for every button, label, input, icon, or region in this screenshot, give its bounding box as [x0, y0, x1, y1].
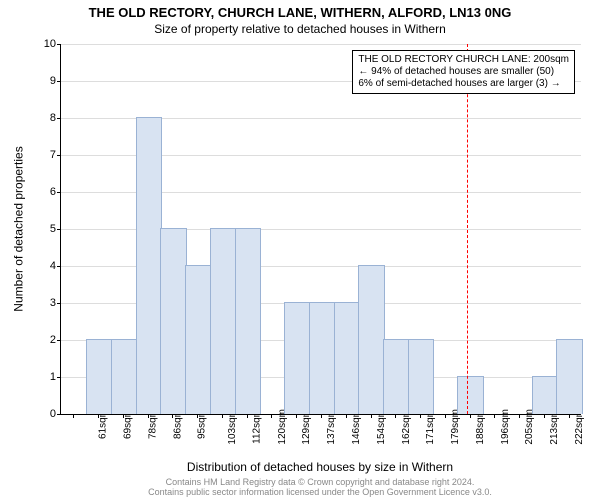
x-tick-mark — [148, 414, 149, 418]
x-tick-mark — [197, 414, 198, 418]
x-tick-label: 120sqm — [277, 409, 288, 445]
x-tick-mark — [494, 414, 495, 418]
x-tick-label: 179sqm — [450, 409, 461, 445]
y-tick-mark — [57, 44, 61, 45]
y-tick-mark — [57, 81, 61, 82]
x-tick-mark — [470, 414, 471, 418]
histogram-bar — [532, 376, 558, 414]
plot-area: 01234567891061sqm69sqm78sqm86sqm95sqm103… — [60, 44, 581, 415]
y-tick-mark — [57, 377, 61, 378]
x-tick-mark — [73, 414, 74, 418]
x-tick-label: 146sqm — [351, 409, 362, 445]
y-tick-mark — [57, 266, 61, 267]
y-tick-label: 0 — [36, 408, 56, 420]
y-tick-label: 7 — [36, 149, 56, 161]
y-tick-label: 1 — [36, 371, 56, 383]
info-box-line: ← 94% of detached houses are smaller (50… — [358, 66, 569, 78]
x-tick-label: 129sqm — [302, 409, 313, 445]
x-tick-mark — [222, 414, 223, 418]
x-tick-label: 112sqm — [251, 409, 262, 444]
x-tick-mark — [296, 414, 297, 418]
x-tick-mark — [98, 414, 99, 418]
histogram-bar — [408, 339, 434, 414]
histogram-bar — [358, 265, 384, 414]
y-tick-label: 9 — [36, 75, 56, 87]
histogram-bar — [210, 228, 236, 414]
histogram-bar — [334, 302, 360, 414]
histogram-bar — [383, 339, 409, 414]
x-tick-label: 162sqm — [401, 409, 412, 445]
y-tick-mark — [57, 192, 61, 193]
info-box-line: THE OLD RECTORY CHURCH LANE: 200sqm — [358, 54, 569, 66]
x-axis-label: Distribution of detached houses by size … — [60, 460, 580, 474]
property-marker-line — [467, 44, 468, 414]
x-tick-mark — [321, 414, 322, 418]
chart-title-main: THE OLD RECTORY, CHURCH LANE, WITHERN, A… — [0, 5, 600, 20]
histogram-bar — [457, 376, 483, 414]
histogram-bar — [160, 228, 186, 414]
histogram-bar — [86, 339, 112, 414]
histogram-bar — [556, 339, 582, 414]
y-tick-mark — [57, 118, 61, 119]
footnote-line-1: Contains HM Land Registry data © Crown c… — [166, 477, 475, 487]
y-tick-mark — [57, 303, 61, 304]
x-tick-mark — [371, 414, 372, 418]
footnote-line-2: Contains public sector information licen… — [148, 487, 492, 497]
y-tick-label: 3 — [36, 297, 56, 309]
y-tick-mark — [57, 155, 61, 156]
y-tick-mark — [57, 414, 61, 415]
y-axis-label-wrap: Number of detached properties — [12, 44, 26, 414]
x-tick-label: 205sqm — [524, 409, 535, 445]
x-tick-mark — [123, 414, 124, 418]
x-tick-mark — [271, 414, 272, 418]
y-tick-mark — [57, 340, 61, 341]
x-tick-label: 171sqm — [425, 409, 436, 445]
info-box: THE OLD RECTORY CHURCH LANE: 200sqm← 94%… — [352, 50, 575, 94]
y-tick-label: 10 — [36, 38, 56, 50]
x-tick-label: 154sqm — [376, 409, 387, 445]
y-axis-label: Number of detached properties — [12, 146, 26, 311]
y-tick-label: 8 — [36, 112, 56, 124]
y-tick-label: 5 — [36, 223, 56, 235]
y-tick-label: 4 — [36, 260, 56, 272]
histogram-bar — [185, 265, 211, 414]
x-tick-mark — [172, 414, 173, 418]
histogram-bar — [309, 302, 335, 414]
gridline — [61, 44, 581, 45]
x-tick-label: 222sqm — [574, 409, 585, 445]
footnote: Contains HM Land Registry data © Crown c… — [60, 478, 580, 498]
y-tick-label: 2 — [36, 334, 56, 346]
x-tick-label: 196sqm — [500, 409, 511, 445]
histogram-bar — [136, 117, 162, 414]
x-tick-mark — [395, 414, 396, 418]
histogram-bar — [235, 228, 261, 414]
x-tick-mark — [445, 414, 446, 418]
x-tick-mark — [247, 414, 248, 418]
x-tick-mark — [569, 414, 570, 418]
x-tick-mark — [420, 414, 421, 418]
histogram-bar — [284, 302, 310, 414]
chart-title-sub: Size of property relative to detached ho… — [0, 22, 600, 36]
x-tick-label: 137sqm — [326, 409, 337, 445]
histogram-bar — [111, 339, 137, 414]
x-tick-label: 103sqm — [227, 409, 238, 445]
x-tick-label: 213sqm — [549, 409, 560, 445]
y-tick-mark — [57, 229, 61, 230]
x-tick-mark — [519, 414, 520, 418]
y-tick-label: 6 — [36, 186, 56, 198]
x-tick-label: 188sqm — [475, 409, 486, 445]
x-tick-mark — [544, 414, 545, 418]
info-box-line: 6% of semi-detached houses are larger (3… — [358, 78, 569, 90]
x-tick-mark — [346, 414, 347, 418]
